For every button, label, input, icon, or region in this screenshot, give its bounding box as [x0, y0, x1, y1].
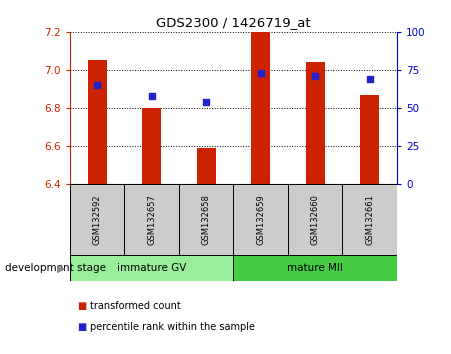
Bar — [342, 184, 397, 255]
Text: immature GV: immature GV — [117, 263, 186, 273]
Text: ■: ■ — [77, 322, 86, 332]
Bar — [179, 184, 234, 255]
Point — [366, 76, 373, 82]
Text: development stage: development stage — [5, 263, 106, 273]
Bar — [124, 184, 179, 255]
Text: GSM132659: GSM132659 — [256, 194, 265, 245]
Point — [93, 82, 101, 88]
Bar — [306, 62, 325, 184]
Title: GDS2300 / 1426719_at: GDS2300 / 1426719_at — [156, 16, 311, 29]
Bar — [70, 255, 234, 281]
Bar — [197, 148, 216, 184]
Text: ▶: ▶ — [57, 263, 65, 273]
Text: transformed count: transformed count — [90, 301, 181, 311]
Bar — [288, 184, 342, 255]
Bar — [251, 32, 270, 184]
Point — [148, 93, 155, 99]
Text: GSM132660: GSM132660 — [311, 194, 320, 245]
Point — [257, 70, 264, 76]
Bar — [234, 184, 288, 255]
Text: GSM132661: GSM132661 — [365, 194, 374, 245]
Point — [202, 99, 210, 105]
Text: GSM132592: GSM132592 — [92, 194, 101, 245]
Bar — [142, 108, 161, 184]
Point — [312, 73, 319, 79]
Text: ■: ■ — [77, 301, 86, 311]
Bar — [234, 255, 397, 281]
Text: GSM132658: GSM132658 — [202, 194, 211, 245]
Text: mature MII: mature MII — [287, 263, 343, 273]
Bar — [360, 95, 379, 184]
Bar — [70, 184, 124, 255]
Bar — [87, 61, 107, 184]
Text: percentile rank within the sample: percentile rank within the sample — [90, 322, 255, 332]
Text: GSM132657: GSM132657 — [147, 194, 156, 245]
